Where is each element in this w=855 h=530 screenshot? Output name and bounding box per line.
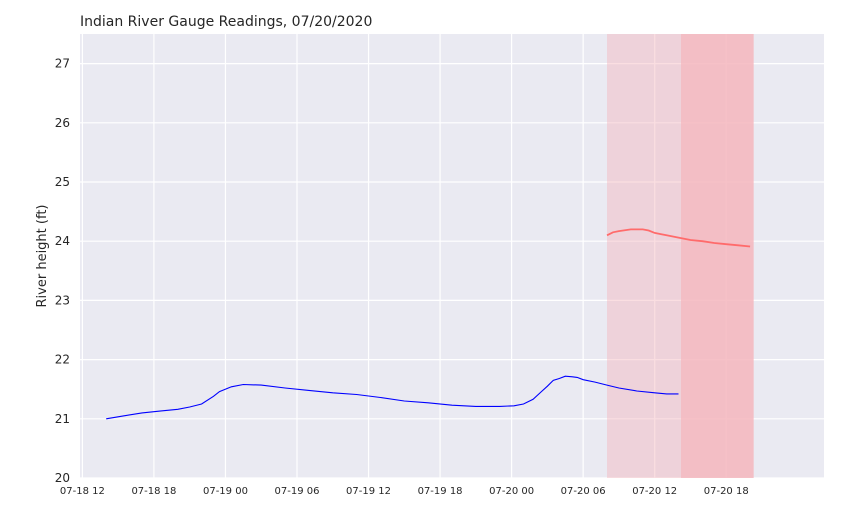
series-lines: [106, 228, 751, 420]
observed-line: [106, 375, 679, 420]
x-tick-label: 07-20 12: [632, 486, 677, 497]
x-tick-label: 07-19 00: [203, 486, 248, 497]
uncertainty-bands: [607, 34, 754, 478]
x-tick-label: 07-20 18: [704, 486, 749, 497]
y-tick-label: 20: [55, 471, 70, 485]
y-tick-label: 25: [55, 175, 70, 189]
y-tick-labels: 20 21 22 23 24 25 26 27: [55, 57, 70, 485]
chart-title: Indian River Gauge Readings, 07/20/2020: [80, 14, 372, 30]
x-tick-label: 07-18 18: [131, 486, 176, 497]
x-tick-label: 07-18 12: [60, 486, 105, 497]
forecast-band: [680, 34, 754, 478]
forecast-band: [607, 34, 681, 478]
y-tick-label: 22: [55, 353, 70, 367]
x-tick-label: 07-20 00: [489, 486, 534, 497]
x-tick-label: 07-19 12: [346, 486, 391, 497]
y-tick-label: 23: [55, 293, 70, 307]
y-tick-label: 27: [55, 57, 70, 71]
y-tick-label: 26: [55, 116, 70, 130]
grid: [80, 34, 824, 479]
x-tick-label: 07-19 18: [418, 486, 463, 497]
x-tick-labels: 07-18 12 07-18 18 07-19 00 07-19 06 07-19 12…: [60, 486, 749, 497]
x-tick-label: 07-20 06: [561, 486, 606, 497]
y-tick-label: 24: [55, 234, 70, 248]
forecast-line: [606, 228, 751, 248]
y-tick-label: 21: [55, 412, 70, 426]
x-tick-label: 07-19 06: [275, 486, 320, 497]
y-axis-label: River height (ft): [35, 205, 50, 308]
